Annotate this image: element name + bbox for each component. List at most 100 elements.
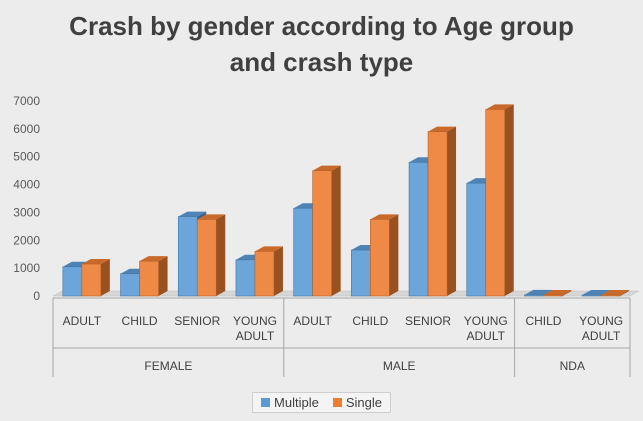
- bar-front: [466, 182, 487, 297]
- x-tick-label-line: SENIOR: [174, 314, 220, 328]
- x-tick-label-line: ADULT: [63, 314, 102, 328]
- legend-label-multiple: Multiple: [274, 395, 319, 410]
- bar-front: [485, 109, 506, 297]
- x-tick-label-9: YOUNG ADULT: [579, 314, 623, 343]
- bar-front: [312, 170, 332, 297]
- bar-front: [524, 294, 544, 297]
- bar-side: [447, 126, 457, 297]
- bar-front: [254, 251, 275, 297]
- chart-title: Crash by gender according to Age group a…: [0, 8, 643, 80]
- bar-front: [370, 219, 390, 297]
- bar-top: [370, 214, 399, 220]
- x-tick-label-line: YOUNG: [464, 314, 508, 328]
- bar-top: [312, 165, 341, 171]
- legend-label-single: Single: [345, 395, 382, 410]
- bar-front: [196, 219, 217, 297]
- bar-single-3: [254, 246, 283, 297]
- bar-front: [408, 161, 429, 297]
- y-tick-label-5: 5000: [13, 150, 40, 164]
- legend-box: Multiple Single: [252, 392, 391, 413]
- legend-item-single: Single: [332, 395, 382, 410]
- x-tick-label-3: YOUNG ADULT: [233, 314, 277, 343]
- bar-top: [543, 290, 572, 295]
- x-tick-label-line: SENIOR: [405, 314, 451, 328]
- y-tick-label-4: 4000: [13, 178, 40, 192]
- x-tick-label-line: CHILD: [122, 314, 158, 328]
- bar-single-8: [543, 290, 572, 297]
- bar-single-9: [600, 290, 630, 297]
- legend-swatch-single: [332, 398, 342, 407]
- bar-top: [428, 126, 457, 132]
- y-tick-label-3: 3000: [13, 205, 40, 219]
- bar-side: [562, 290, 572, 296]
- chart-title-line-1: Crash by gender according to Age group: [69, 11, 574, 41]
- bar-single-7: [485, 104, 514, 297]
- bar-top: [81, 258, 110, 264]
- bar-front: [177, 216, 198, 297]
- x-tick-label-line: ADULT: [236, 329, 275, 343]
- x-tick-label-8: CHILD: [525, 314, 561, 328]
- y-tick-label-7: 7000: [13, 94, 40, 108]
- bar-side: [620, 290, 630, 296]
- bar-front: [581, 294, 602, 297]
- bar-side: [273, 246, 283, 296]
- x-tick-label-line: YOUNG: [579, 314, 623, 328]
- bar-side: [158, 256, 168, 296]
- bar-single-0: [81, 258, 110, 297]
- x-tick-label-line: CHILD: [352, 314, 388, 328]
- bar-single-1: [139, 256, 168, 297]
- x-tick-label-6: SENIOR: [405, 314, 451, 328]
- bar-side: [389, 214, 399, 296]
- bar-top: [485, 104, 514, 110]
- bar-single-6: [427, 126, 457, 297]
- bar-front: [351, 249, 371, 297]
- bar-side: [100, 258, 110, 296]
- x-tick-label-4: ADULT: [293, 314, 332, 328]
- bar-front: [235, 259, 256, 297]
- bar-single-4: [312, 165, 341, 297]
- bar-side: [216, 214, 226, 296]
- bar-front: [81, 263, 102, 297]
- y-tick-label-2: 2000: [13, 233, 40, 247]
- group-label-female: FEMALE: [144, 359, 192, 373]
- bar-front: [293, 207, 313, 297]
- x-tick-label-5: CHILD: [352, 314, 388, 328]
- y-tick-label-0: 0: [33, 289, 40, 303]
- bar-front: [543, 294, 563, 297]
- group-label-male: MALE: [383, 359, 416, 373]
- legend-item-multiple: Multiple: [261, 395, 319, 410]
- legend-swatch-multiple: [261, 398, 271, 407]
- x-tick-label-line: ADULT: [467, 329, 506, 343]
- x-tick-label-line: CHILD: [525, 314, 561, 328]
- bar-single-2: [196, 214, 226, 297]
- x-tick-label-line: ADULT: [582, 329, 621, 343]
- group-label-nda: NDA: [560, 359, 585, 373]
- x-tick-label-7: YOUNG ADULT: [464, 314, 508, 343]
- y-tick-label-6: 6000: [13, 122, 40, 136]
- bar-single-5: [370, 214, 399, 297]
- bar-top: [254, 246, 283, 252]
- bar-top: [524, 289, 553, 295]
- bar-front: [139, 260, 159, 297]
- bar-top: [178, 211, 207, 217]
- bar-front: [62, 266, 83, 297]
- x-tick-label-line: YOUNG: [233, 314, 277, 328]
- bar-top: [601, 290, 630, 295]
- bar-side: [504, 104, 514, 296]
- bar-front: [120, 273, 140, 297]
- x-tick-label-line: ADULT: [293, 314, 332, 328]
- bar-front: [600, 294, 621, 297]
- legend: Multiple Single: [0, 392, 643, 413]
- bar-side: [331, 165, 341, 296]
- x-tick-label-2: SENIOR: [174, 314, 220, 328]
- bar-top: [582, 290, 611, 295]
- bar-top: [139, 256, 168, 262]
- x-tick-label-1: CHILD: [122, 314, 158, 328]
- y-tick-label-1: 1000: [13, 261, 40, 275]
- x-tick-label-0: ADULT: [63, 314, 102, 328]
- bar-top: [197, 214, 226, 220]
- chart-title-line-2: and crash type: [229, 47, 414, 77]
- bar-front: [427, 131, 448, 297]
